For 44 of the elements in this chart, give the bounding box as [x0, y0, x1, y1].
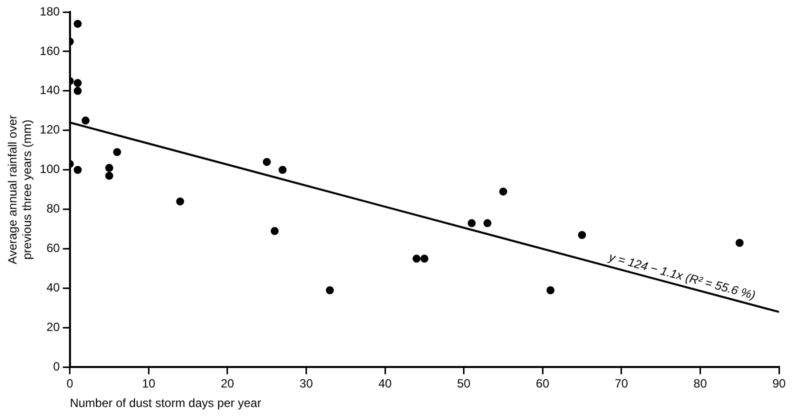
annotation: y = 124 − 1.1x (R² = 55.6 %) [606, 250, 757, 302]
x-tick-label: 50 [457, 376, 471, 391]
point [578, 230, 586, 239]
x-tick-label: 30 [300, 376, 314, 391]
point [105, 172, 114, 180]
point [546, 286, 554, 294]
y-tick-label: 60 [46, 241, 60, 256]
point [105, 164, 114, 172]
x-tick-label: 20 [220, 376, 234, 391]
point [113, 148, 122, 156]
x-tick-label: 80 [694, 376, 708, 391]
y-tick-label: 0 [53, 360, 60, 374]
point [74, 79, 82, 88]
point [74, 166, 82, 174]
point [468, 219, 476, 228]
point [176, 197, 184, 206]
point [74, 20, 82, 28]
point [483, 219, 492, 228]
y-tick-label: 180 [40, 4, 60, 18]
y-tick-label: 80 [46, 202, 60, 216]
point [278, 166, 287, 174]
y-tick-label: 120 [40, 122, 60, 137]
x-tick-label: 0 [66, 376, 74, 391]
y-tick-label: 160 [40, 44, 60, 58]
x-tick-label: 60 [536, 376, 550, 391]
point [82, 116, 90, 125]
point [420, 254, 428, 263]
point [270, 227, 279, 236]
x-tick-label: 70 [614, 376, 628, 391]
point [736, 238, 744, 247]
y-tick-label: 100 [40, 162, 60, 176]
x-axis-title: Number of dust storm days per year [70, 396, 262, 410]
y-axis-title: Average annual rainfall over previous three years (mm) [6, 114, 34, 264]
point [74, 86, 82, 95]
y-tick-label: 20 [46, 320, 60, 334]
x-tick-label: 40 [378, 376, 392, 391]
point [262, 158, 271, 166]
point [412, 254, 421, 263]
point [499, 188, 508, 196]
y-tick-label: 40 [46, 280, 60, 295]
y-tick-label: 140 [40, 83, 60, 98]
x-tick-label: 90 [772, 376, 786, 391]
x-tick-label: 10 [142, 376, 156, 391]
point [326, 286, 334, 294]
